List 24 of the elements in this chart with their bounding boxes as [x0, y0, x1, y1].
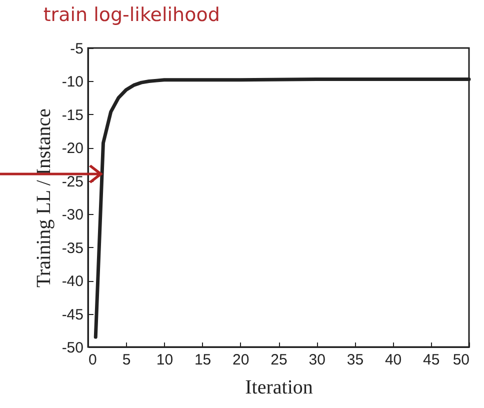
- y-tick-label: -25: [62, 173, 84, 190]
- x-tick-label: 15: [194, 352, 212, 368]
- y-tick-label: -45: [62, 306, 84, 324]
- x-tick-label: 0: [88, 352, 97, 368]
- y-tick-label: -40: [62, 273, 84, 290]
- x-tick-label: 25: [270, 352, 288, 368]
- y-tick-label: -15: [62, 106, 84, 124]
- y-tick-label: -35: [62, 240, 84, 257]
- y-tick-label: -5: [70, 40, 84, 58]
- y-tick-label: -50: [62, 340, 84, 356]
- x-tick-label: 35: [346, 352, 364, 368]
- x-axis-title: Iteration: [245, 376, 313, 398]
- x-tick-label: 20: [232, 352, 250, 368]
- x-tick-label: 30: [308, 352, 326, 368]
- x-tick-label: 5: [122, 352, 131, 368]
- y-tick-label: -20: [62, 140, 84, 158]
- y-tick-label: -30: [62, 206, 84, 224]
- y-axis-title: Training LL / Instance: [32, 108, 55, 288]
- x-tick-label: 40: [384, 352, 402, 368]
- y-tick-label: -10: [62, 74, 84, 91]
- x-tick-label: 10: [156, 352, 174, 368]
- x-tick-label: 45: [423, 352, 440, 368]
- x-tick-label: 50: [452, 352, 470, 368]
- chart-title: train log-likelihood: [43, 4, 220, 26]
